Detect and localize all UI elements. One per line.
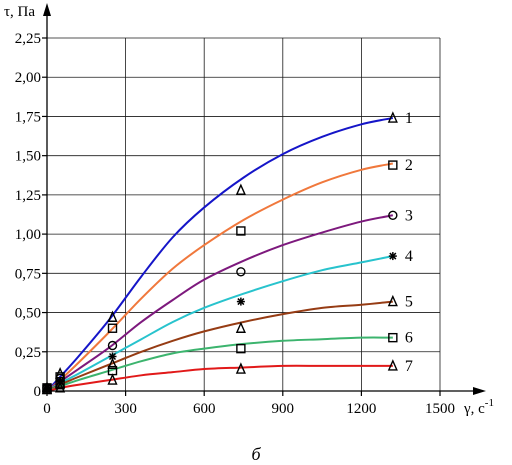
series-3-label: 3 — [405, 207, 413, 224]
square-marker — [55, 380, 65, 390]
series-2-curve — [46, 162, 394, 392]
circle-marker — [236, 267, 246, 277]
series-markers — [41, 111, 398, 395]
y-tick-label: 1,50 — [15, 149, 41, 165]
asterisk-marker — [388, 252, 397, 261]
triangle-marker — [235, 362, 246, 374]
y-tick-label: 1,00 — [15, 227, 41, 243]
series-7-label: 7 — [405, 358, 413, 375]
axes — [43, 3, 486, 395]
x-axis-label-text: γ, с — [463, 401, 485, 417]
x-tick-label: 600 — [193, 401, 216, 417]
y-tick-label: 0,75 — [15, 266, 41, 282]
x-axis-label-exponent: -1 — [485, 397, 494, 409]
square-marker — [107, 323, 118, 333]
x-axis-arrow — [473, 387, 486, 395]
square-marker — [388, 160, 398, 170]
triangle-marker — [107, 310, 118, 322]
x-tick-label: 1200 — [346, 401, 376, 417]
series-2-label: 2 — [405, 157, 413, 174]
series-3-curve — [46, 214, 394, 392]
x-tick-label: 0 — [43, 401, 51, 417]
triangle-marker — [387, 294, 398, 307]
square-marker — [236, 343, 246, 354]
square-marker — [236, 226, 246, 236]
triangle-marker — [55, 381, 66, 393]
triangle-marker — [387, 359, 398, 371]
triangle-marker — [55, 376, 66, 388]
y-tick-label: 1,25 — [15, 188, 41, 204]
triangle-marker — [235, 321, 246, 333]
circle-marker — [388, 210, 398, 220]
x-tick-label: 1500 — [425, 401, 455, 417]
series-6-label: 6 — [405, 330, 413, 347]
series-curves — [46, 117, 394, 392]
square-marker — [388, 332, 398, 343]
x-axis-label: γ, с-1 — [463, 397, 494, 417]
y-tick-label: 2,00 — [15, 70, 41, 86]
series-1-curve — [46, 117, 394, 392]
series-1-markers — [41, 111, 398, 393]
triangle-marker — [107, 373, 118, 385]
series-7-curve — [46, 364, 393, 392]
series-4-curve — [46, 255, 394, 392]
figure-caption: б — [251, 444, 261, 464]
y-tick-label: 0,50 — [15, 306, 41, 322]
grid — [47, 37, 441, 391]
x-tick-label: 300 — [114, 401, 137, 417]
y-tick-label: 2,25 — [15, 31, 41, 47]
series-5-label: 5 — [405, 294, 413, 311]
y-axis-arrow — [43, 3, 51, 16]
series-4-label: 4 — [405, 248, 413, 265]
circle-marker — [107, 340, 118, 351]
asterisk-marker — [236, 297, 245, 306]
triangle-marker — [235, 183, 246, 195]
series-6-curve — [46, 336, 393, 392]
x-tick-label: 900 — [272, 401, 295, 417]
tick-labels: 0 0,25 0,50 0,75 1,00 1,25 1,50 1,75 2,00 2,25 0 30… — [15, 31, 455, 417]
y-tick-label: 1,75 — [15, 109, 41, 125]
triangle-marker — [107, 357, 118, 370]
triangle-marker — [387, 111, 398, 123]
y-tick-label: 0,25 — [15, 345, 41, 361]
curve-labels: 1 2 3 4 5 6 7 — [405, 110, 413, 375]
series-1-label: 1 — [405, 110, 413, 127]
series-5-curve — [46, 300, 393, 392]
y-axis-label: τ, Па — [4, 4, 35, 20]
y-tick-label: 0 — [34, 384, 42, 400]
